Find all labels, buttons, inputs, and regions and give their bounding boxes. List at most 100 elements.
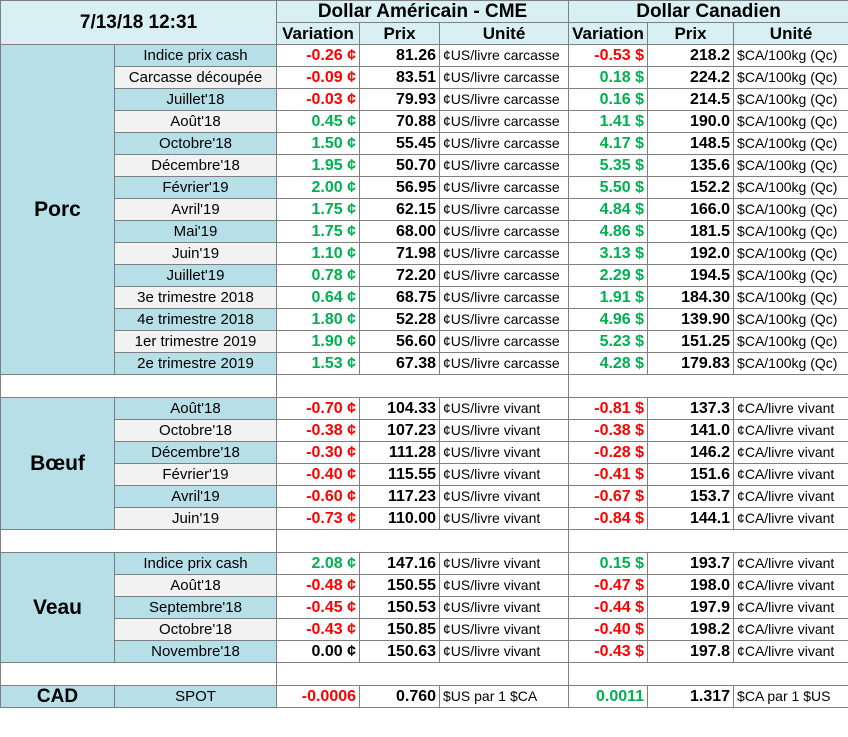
contract-label: Octobre'18 (113, 132, 278, 155)
cad-price: 197.9 (647, 596, 735, 619)
contract-label: Février'19 (113, 176, 278, 199)
group-label: Veau (0, 552, 115, 663)
spacer-cell (276, 662, 570, 686)
usd-variation: 1.75 ¢ (276, 220, 361, 243)
usd-price: 55.45 (359, 132, 441, 155)
spacer-row (0, 529, 848, 553)
header-row-1: 7/13/18 12:31 Dollar Américain - CME Dol… (0, 0, 848, 45)
cad-unit: $CA/100kg (Qc) (733, 264, 848, 287)
cad-price: 192.0 (647, 242, 735, 265)
usd-unit: ¢US/livre carcasse (439, 88, 570, 111)
cad-variation: -0.67 $ (568, 485, 649, 508)
cad-price: 146.2 (647, 441, 735, 464)
cad-unit: $CA/100kg (Qc) (733, 110, 848, 133)
cad-variation: 3.13 $ (568, 242, 649, 265)
cad-price: 181.5 (647, 220, 735, 243)
table-row: Décembre'18 -0.30 ¢ 111.28 ¢US/livre vivant… (1, 441, 848, 464)
cad-variation: 1.91 $ (568, 286, 649, 309)
cad-price: 198.0 (647, 574, 735, 597)
cad-price: 151.6 (647, 463, 735, 486)
usd-unit: ¢US/livre carcasse (439, 330, 570, 353)
contract-label: 4e trimestre 2018 (113, 308, 278, 331)
usd-price: 111.28 (359, 441, 441, 464)
cad-variation: 5.50 $ (568, 176, 649, 199)
table-row: Bœuf Août'18 -0.70 ¢ 104.33 ¢US/livre vivant… (0, 397, 848, 530)
cad-unit: $CA/100kg (Qc) (733, 242, 848, 265)
cad-price: 194.5 (647, 264, 735, 287)
usd-unit: ¢US/livre carcasse (439, 198, 570, 221)
usd-variation: 1.75 ¢ (276, 198, 361, 221)
cad-unit: $CA/100kg (Qc) (733, 308, 848, 331)
cad-unit: $CA par 1 $US (733, 685, 848, 708)
table-row: Juillet'19 0.78 ¢ 72.20 ¢US/livre carcasse 2… (1, 264, 848, 287)
cad-unite-header: Unité (733, 22, 848, 45)
usd-price: 104.33 (359, 397, 441, 420)
cad-unit: ¢CA/livre vivant (733, 419, 848, 442)
table-row: Octobre'18 -0.43 ¢ 150.85 ¢US/livre vivant -… (1, 618, 848, 641)
contract-label: Août'18 (113, 574, 278, 597)
group-label: Bœuf (0, 397, 115, 530)
cad-unit: $CA/100kg (Qc) (733, 286, 848, 309)
usd-variation: -0.43 ¢ (276, 618, 361, 641)
spacer-cell (0, 529, 278, 553)
usd-unit: ¢US/livre vivant (439, 618, 570, 641)
cad-unit: $CA/100kg (Qc) (733, 44, 848, 67)
contract-label: Février'19 (113, 463, 278, 486)
usd-variation: 0.00 ¢ (276, 640, 361, 663)
cad-price: 139.90 (647, 308, 735, 331)
cad-variation: -0.84 $ (568, 507, 649, 530)
cad-variation: -0.38 $ (568, 419, 649, 442)
usd-price: 81.26 (359, 44, 441, 67)
usd-unit: ¢US/livre vivant (439, 552, 570, 575)
cad-unit: ¢CA/livre vivant (733, 552, 848, 575)
usd-unit: ¢US/livre carcasse (439, 264, 570, 287)
usd-price: 150.85 (359, 618, 441, 641)
cad-price: 198.2 (647, 618, 735, 641)
table-row: Octobre'18 1.50 ¢ 55.45 ¢US/livre carcasse 4… (1, 132, 848, 155)
usd-unit: ¢US/livre carcasse (439, 286, 570, 309)
cad-variation: 5.35 $ (568, 154, 649, 177)
usd-unit: ¢US/livre carcasse (439, 66, 570, 89)
usd-price: 110.00 (359, 507, 441, 530)
cad-unit: $CA/100kg (Qc) (733, 198, 848, 221)
cad-unit: $CA/100kg (Qc) (733, 132, 848, 155)
cad-price: 141.0 (647, 419, 735, 442)
table-row: Juin'19 1.10 ¢ 71.98 ¢US/livre carcasse 3.13… (1, 242, 848, 265)
cad-variation: 4.28 $ (568, 352, 649, 375)
spacer-cell (568, 374, 848, 398)
usd-price: 68.00 (359, 220, 441, 243)
usd-variation: 1.53 ¢ (276, 352, 361, 375)
group-label: Porc (0, 44, 115, 375)
cad-variation: -0.40 $ (568, 618, 649, 641)
cad-section-title: Dollar Canadien (568, 0, 848, 23)
usd-variation: 0.78 ¢ (276, 264, 361, 287)
contract-label: Indice prix cash (113, 552, 278, 575)
usd-variation: 1.10 ¢ (276, 242, 361, 265)
contract-label: 3e trimestre 2018 (113, 286, 278, 309)
cad-price: 153.7 (647, 485, 735, 508)
contract-label: Juin'19 (113, 507, 278, 530)
cad-spot-row: CAD SPOT -0.0006 0.760 $US par 1 $CA 0.0011 1.… (0, 685, 848, 708)
contract-label: 2e trimestre 2019 (113, 352, 278, 375)
usd-price: 83.51 (359, 66, 441, 89)
usd-unit: ¢US/livre carcasse (439, 220, 570, 243)
usd-variation: -0.60 ¢ (276, 485, 361, 508)
cad-unit: ¢CA/livre vivant (733, 574, 848, 597)
usd-price: 115.55 (359, 463, 441, 486)
usd-unit: ¢US/livre carcasse (439, 110, 570, 133)
table-row: Veau Indice prix cash 2.08 ¢ 147.16 ¢US/livr… (0, 552, 848, 663)
usd-variation: 0.64 ¢ (276, 286, 361, 309)
cad-unit: ¢CA/livre vivant (733, 463, 848, 486)
cad-variation: 4.17 $ (568, 132, 649, 155)
cad-unit: $CA/100kg (Qc) (733, 352, 848, 375)
cad-price: 144.1 (647, 507, 735, 530)
usd-variation: -0.30 ¢ (276, 441, 361, 464)
contract-label: Octobre'18 (113, 419, 278, 442)
table-row: Avril'19 1.75 ¢ 62.15 ¢US/livre carcasse 4.8… (1, 198, 848, 221)
usd-unit: ¢US/livre carcasse (439, 132, 570, 155)
contract-label: Carcasse découpée (113, 66, 278, 89)
cad-price: 214.5 (647, 88, 735, 111)
spacer-cell (276, 529, 570, 553)
usd-variation: 1.90 ¢ (276, 330, 361, 353)
usd-variation: -0.40 ¢ (276, 463, 361, 486)
